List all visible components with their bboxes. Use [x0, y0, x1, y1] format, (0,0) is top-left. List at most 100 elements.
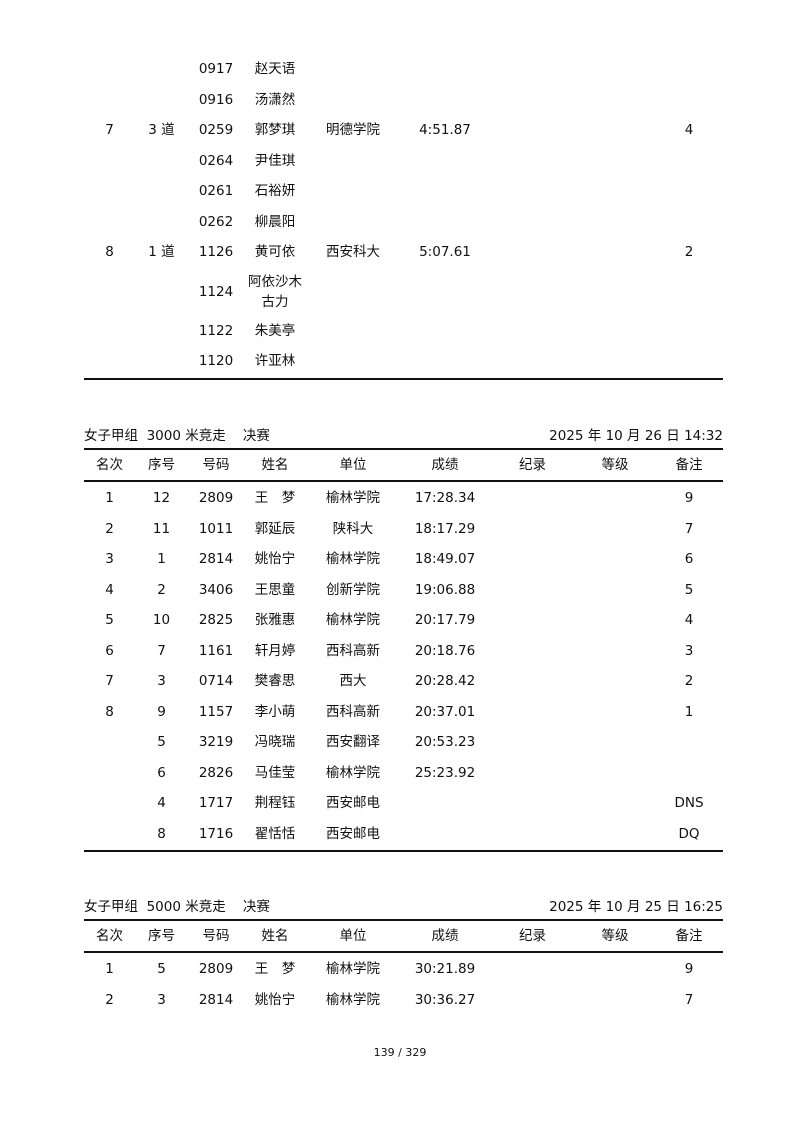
- table-cell: 0917: [198, 61, 234, 78]
- table-row: 8 1 道 1126 黄可依 西安科大 5:07.61 2: [84, 237, 723, 268]
- table-cell: 姚怡宁: [254, 551, 296, 568]
- table-cell: 8: [157, 825, 166, 842]
- table-cell: 8: [105, 244, 114, 261]
- table-cell: 20:37.01: [414, 703, 476, 720]
- table-cell: 10: [152, 612, 171, 629]
- table-cell: 1: [105, 490, 114, 507]
- table-cell: 4: [157, 795, 166, 812]
- table-cell: 11: [152, 520, 171, 537]
- table-cell: 榆林学院: [326, 764, 380, 781]
- column-header: 名次: [96, 928, 123, 944]
- table-cell: 樊睿思: [254, 673, 296, 690]
- table-body: 1 12 2809 王 梦榆林学院 17:28.34 9 2 11 1011 郭延辰 陕科大 18:1…: [84, 482, 723, 849]
- table-cell: 1157: [198, 703, 234, 720]
- table-rule: [84, 377, 723, 380]
- table-cell: 7: [684, 991, 694, 1008]
- table-cell: 2825: [198, 612, 234, 629]
- table-row: 7 3 道 0259 郭梦琪 明德学院 4:51.87 4: [84, 115, 723, 146]
- table-cell: 30:21.89: [414, 961, 476, 978]
- table-row: 8 1716 翟恬恬 西安邮电 DQ: [84, 819, 723, 850]
- table-cell: 5: [157, 961, 166, 978]
- table-cell: 2: [157, 581, 166, 598]
- table-cell: 柳晨阳: [254, 213, 296, 230]
- column-header: 备注: [675, 928, 703, 944]
- table-row: 0917 赵天语: [84, 54, 723, 85]
- table-cell: 王 梦: [254, 490, 296, 507]
- column-header: 成绩: [431, 928, 459, 944]
- table-cell: 12: [152, 490, 171, 507]
- table-cell: 7: [157, 642, 166, 659]
- table-cell: 1: [157, 551, 166, 568]
- table-cell: 陕科大: [332, 520, 374, 537]
- table-cell: 冯晓瑞: [254, 734, 296, 751]
- table-cell: 3: [105, 551, 114, 568]
- women-3000m-walk-final: 女子甲组 3000 米竞走 决赛 2025 年 10 月 26 日 14:32 …: [84, 426, 723, 852]
- table-cell: 3: [157, 673, 166, 690]
- table-cell: 荆程钰: [254, 795, 296, 812]
- table-cell: 王思童: [254, 581, 296, 598]
- table-cell: 2809: [198, 961, 234, 978]
- table-cell: 李小萌: [254, 703, 296, 720]
- table-cell: 5: [684, 581, 694, 598]
- table-row: 2 3 2814 姚怡宁 榆林学院 30:36.27 7: [84, 985, 723, 1016]
- table-cell: 0259: [198, 122, 234, 139]
- table-row: 0916 汤潇然: [84, 85, 723, 116]
- table-cell: 西安科大: [326, 244, 380, 261]
- table-cell: 轩月婷: [254, 642, 296, 659]
- table-cell: DQ: [678, 825, 700, 842]
- table-cell: 黄可依: [254, 244, 296, 261]
- event-datetime: 2025 年 10 月 25 日 16:25: [549, 899, 723, 915]
- table-cell: 许亚林: [254, 353, 296, 370]
- event-title: 女子甲组 3000 米竞走 决赛: [84, 428, 270, 444]
- table-cell: 4: [105, 581, 114, 598]
- table-cell: 4: [684, 122, 694, 139]
- table-cell: 6: [157, 764, 166, 781]
- column-header: 姓名: [261, 928, 289, 944]
- table-cell: 0262: [198, 213, 234, 230]
- table-cell: 2814: [198, 991, 234, 1008]
- table-row: 4 2 3406 王思童 创新学院 19:06.88 5: [84, 575, 723, 606]
- table-cell: 榆林学院: [326, 612, 380, 629]
- table-cell: 赵天语: [254, 61, 296, 78]
- table-cell: 西科高新: [326, 703, 380, 720]
- table-row: 6 7 1161 轩月婷 西科高新 20:18.76 3: [84, 636, 723, 667]
- table-cell: 阿依沙木古力: [248, 273, 302, 310]
- table-row: 0264 尹佳琪: [84, 146, 723, 177]
- table-row: 0261 石裕妍: [84, 176, 723, 207]
- table-cell: 翟恬恬: [254, 825, 296, 842]
- table-cell: 9: [684, 490, 694, 507]
- relay-results-continuation: 0917 赵天语 0916 汤潇然 7 3 道 0259 郭梦琪 明德学院 4:51.87 4 026…: [84, 54, 723, 380]
- table-row: 1 5 2809 王 梦 榆林学院 30:21.89 9: [84, 954, 723, 985]
- table-row: 4 1717 荆程钰 西安邮电 DNS: [84, 788, 723, 819]
- table-cell: 20:53.23: [414, 734, 476, 751]
- table-cell: 7: [105, 122, 114, 139]
- table-cell: 3406: [198, 581, 234, 598]
- table-cell: 1 道: [148, 244, 175, 261]
- table-cell: 0916: [198, 91, 234, 108]
- table-cell: 25:23.92: [414, 764, 476, 781]
- table-cell: 18:17.29: [414, 520, 476, 537]
- table-row: 1122 朱美亭: [84, 316, 723, 347]
- table-row: 1120 许亚林: [84, 346, 723, 377]
- table-cell: 2: [105, 520, 114, 537]
- table-row: 7 3 0714 樊睿思 西大 20:28.42 2: [84, 666, 723, 697]
- women-5000m-walk-final: 女子甲组 5000 米竞走 决赛 2025 年 10 月 25 日 16:25 …: [84, 897, 723, 1015]
- table-body: 1 5 2809 王 梦榆林学院 30:21.89 9 2 3 2814 姚怡宁 榆林学院 30:36…: [84, 953, 723, 1015]
- table-rule: [84, 480, 723, 482]
- table-cell: 7: [684, 520, 694, 537]
- table-header-row: 名次 序号 号码 姓名 单位 成绩 纪录 等级 备注: [84, 921, 723, 951]
- table-cell: 汤潇然: [254, 91, 296, 108]
- table-cell: 4:51.87: [419, 122, 471, 139]
- table-cell: 5: [105, 612, 114, 629]
- table-row: 2 11 1011 郭延辰 陕科大 18:17.29 7: [84, 514, 723, 545]
- column-header: 名次: [96, 457, 123, 473]
- table-cell: 1122: [198, 322, 234, 339]
- table-cell: 18:49.07: [414, 551, 476, 568]
- table-cell: 20:17.79: [414, 612, 476, 629]
- event-datetime: 2025 年 10 月 26 日 14:32: [549, 428, 723, 444]
- table-cell: 1161: [198, 642, 234, 659]
- page-number: 139 / 329: [373, 1046, 427, 1059]
- table-cell: 17:28.34: [414, 490, 476, 507]
- table-cell: 张雅惠: [254, 612, 296, 629]
- table-rule: [84, 448, 723, 450]
